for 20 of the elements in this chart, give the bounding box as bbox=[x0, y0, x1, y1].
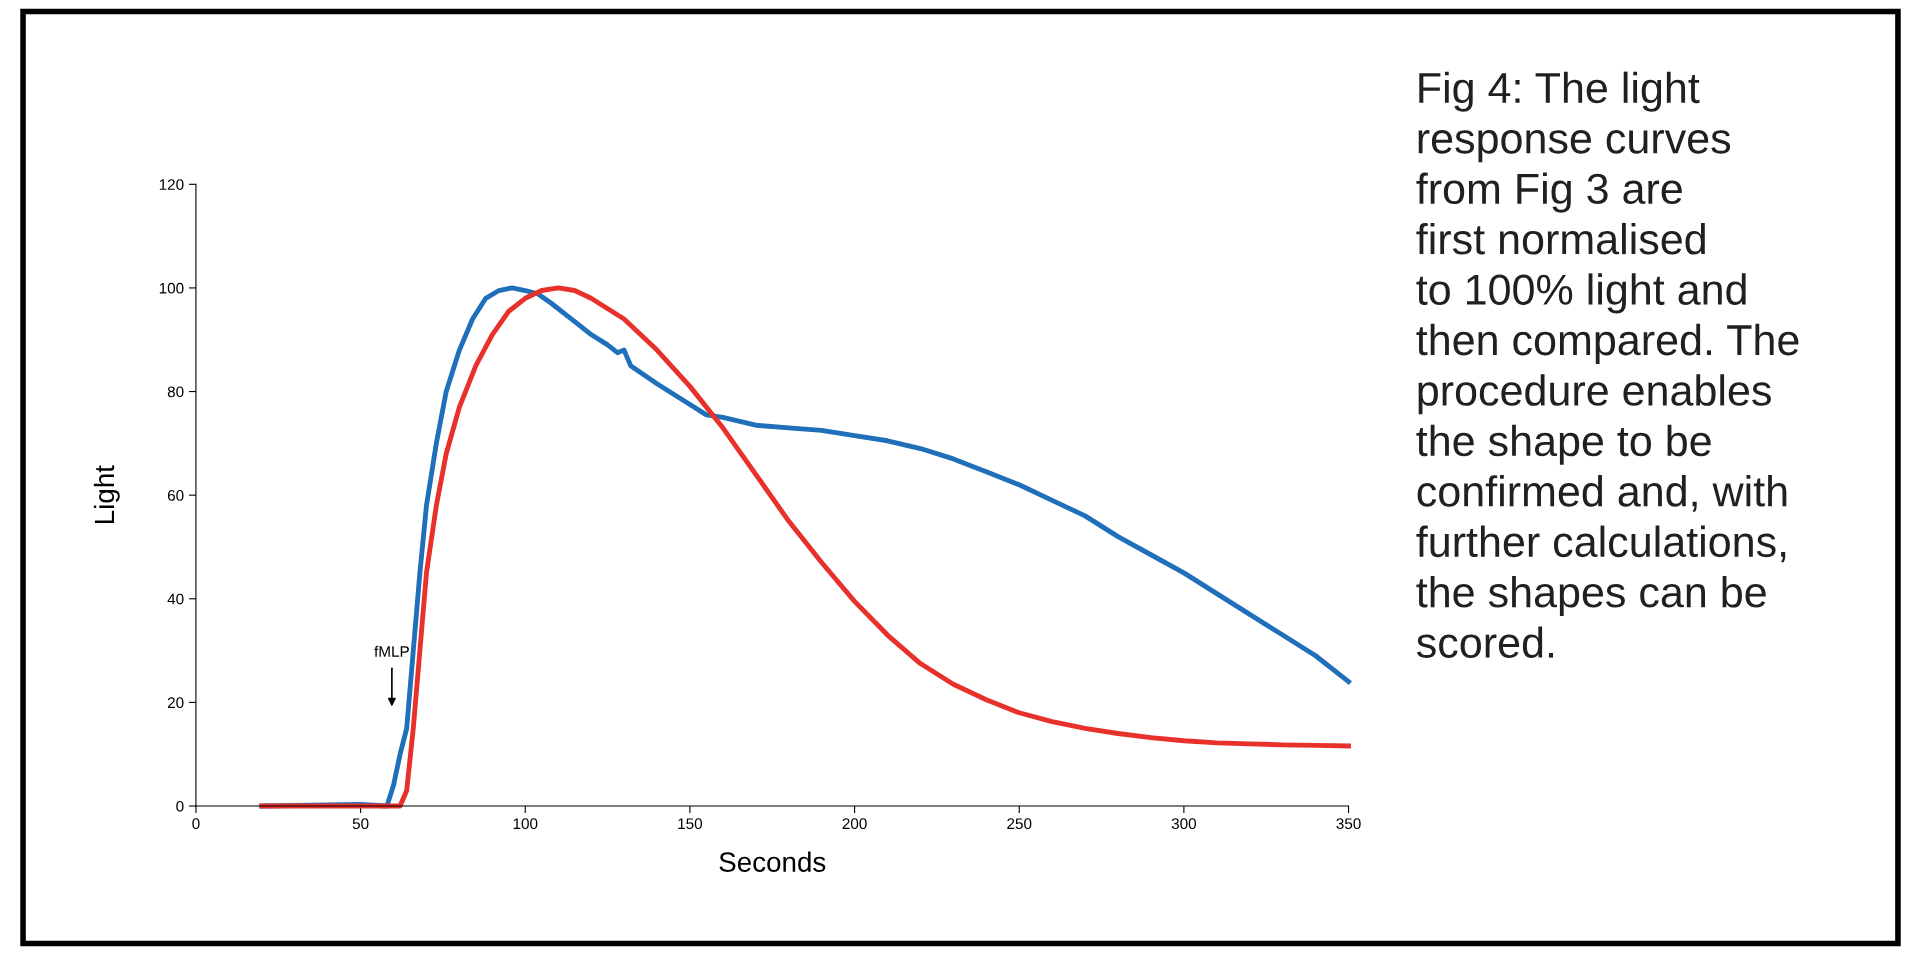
x-tick-label: 300 bbox=[1171, 818, 1197, 830]
x-tick-label: 0 bbox=[192, 818, 200, 830]
x-tick-label: 350 bbox=[1336, 818, 1361, 830]
annotation: fMLP bbox=[374, 645, 409, 657]
line-series bbox=[259, 285, 1351, 809]
y-tick-label: 20 bbox=[167, 697, 184, 709]
y-tick-label: 100 bbox=[159, 282, 184, 294]
y-tick-label: 80 bbox=[167, 386, 184, 398]
x-axis-title: Seconds bbox=[719, 851, 826, 872]
x-tick-label: 150 bbox=[678, 818, 703, 830]
text: Fig 4: The light response curves from Fig 3 are first normalised to 100% light and then compared. The procedure enables the shape to be confirmed and, with further calculations, the shapes can be scored. bbox=[1416, 71, 1799, 659]
x-tick-label: 200 bbox=[842, 818, 867, 830]
y-axis-title: Light bbox=[93, 465, 120, 523]
y-tick-label: 0 bbox=[176, 800, 184, 812]
y-tick-label: 60 bbox=[167, 490, 184, 501]
x-tick-label: 50 bbox=[352, 818, 369, 830]
y-tick-label: 120 bbox=[159, 179, 184, 190]
x-tick-label: 100 bbox=[513, 818, 538, 830]
x-tick-label: 250 bbox=[1007, 818, 1032, 830]
y-tick-label: 40 bbox=[167, 593, 184, 605]
